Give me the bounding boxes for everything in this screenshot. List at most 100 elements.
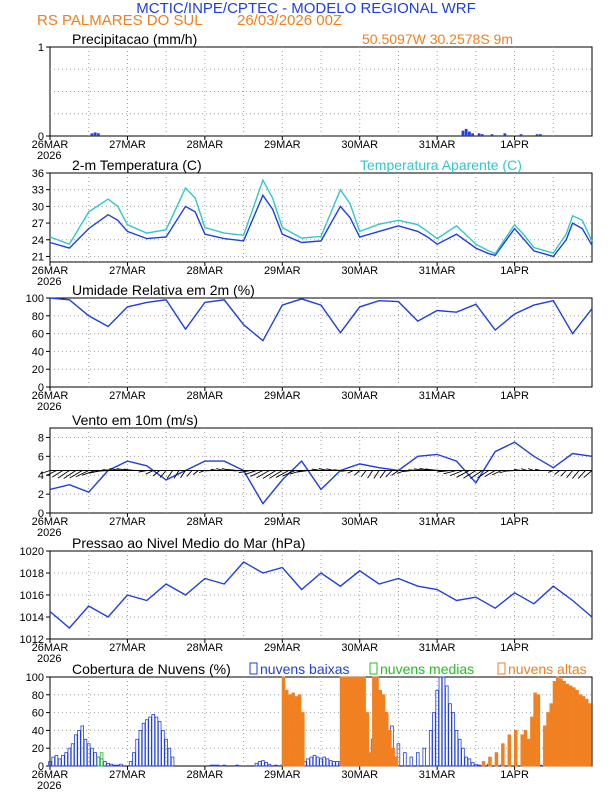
x-tick-label: 30MAR [341,265,378,277]
wind-barb [379,470,386,479]
panel-title: Umidade Relativa em 2m (%) [72,282,255,298]
series-line-cyan [49,178,593,255]
cloud-bar-orange [536,694,541,767]
wind-barb [159,470,167,478]
wind-barb [367,470,373,479]
wind-barb [57,470,70,479]
cloud-bar-orange [578,694,583,767]
cloud-bar-blue [451,712,456,767]
wind-barb [256,470,270,479]
x-year-label: 2026 [37,276,61,288]
wind-barb [51,470,64,478]
cloud-bar-blue [167,747,172,767]
wind-barb [116,468,128,471]
legend-label-green: nuvens medias [380,661,474,677]
precip-bar [468,131,471,136]
cloud-bar-blue [51,756,55,767]
x-year-label: 2026 [37,150,61,162]
y-tick-label: 40 [32,346,44,358]
panel-title: 2-m Temperatura (C) [72,157,202,173]
cloud-bar-blue [325,758,330,767]
cloud-bar-orange [362,676,366,767]
cloud-bar-blue [154,716,159,767]
legend-swatch-green [369,662,378,675]
y-tick-label: 21 [32,251,44,263]
x-tick-label: 31MAR [419,390,456,402]
wind-barb [477,470,490,479]
x-tick-label: 27MAR [109,265,146,277]
wind-barb [244,470,257,476]
x-tick-label: 31MAR [419,139,456,151]
wind-barb [484,470,496,478]
cloud-bar-blue [90,747,94,767]
cloud-bar-orange [575,689,579,767]
x-tick-label: 31MAR [419,769,456,781]
cloud-bar-orange [384,712,389,767]
x-tick-label: 27MAR [109,516,146,528]
cloud-bar-blue [61,754,65,767]
wind-barb [198,470,206,474]
wind-barb [360,470,367,478]
precip-bar [519,134,523,136]
cloud-bar-blue [128,761,133,767]
cloud-bar-orange [546,712,550,767]
wind-barb [583,470,593,478]
cloud-bar-blue [151,713,155,767]
wind-barb [40,470,51,474]
wind-barb [385,470,393,478]
cloud-bar-orange [533,692,537,767]
legend-apparent-temp: Temperatura Aparente (C) [360,157,522,173]
header-date: 26/03/2026 00Z [237,12,342,29]
y-tick-label: 33 [32,185,44,197]
cloud-bar-orange [584,698,589,767]
y-tick-label: 0 [38,131,44,143]
wind-barb [95,470,109,472]
cloud-bar-blue [464,756,468,767]
cloud-bar-blue [209,764,214,767]
header-title: MCTIC/INPE/CPTEC - MODELO REGIONAL WRF [136,0,475,17]
cloud-bar-orange [365,712,370,767]
x-tick-label: 30MAR [341,139,378,151]
cloud-bar-orange [581,696,586,767]
series-line-blue [49,561,593,629]
y-tick-label: 20 [32,743,44,755]
x-tick-label: 1APR [500,390,529,402]
cloud-bar-blue [170,756,175,767]
x-tick-label: 30MAR [341,642,378,654]
y-tick-label: 1014 [20,612,44,624]
cloud-bar-blue [112,764,117,767]
cloud-bar-orange [481,761,486,767]
wind-barb [46,470,57,476]
cloud-bar-orange [346,676,350,767]
x-tick-label: 28MAR [187,642,224,654]
cloud-bar-blue [64,752,68,767]
cloud-bar-blue [435,689,439,767]
cloud-bar-blue [93,752,97,767]
y-tick-label: 8 [38,432,44,444]
cloud-bar-blue [332,761,336,767]
x-tick-label: 30MAR [341,390,378,402]
cloud-bar-blue [441,676,446,767]
cloud-bar-blue [67,747,72,767]
cloud-bar-orange [388,730,392,767]
x-tick-label: 29MAR [264,265,301,277]
cloud-bar-orange [549,703,554,767]
wind-barb [186,470,193,477]
x-tick-label: 29MAR [264,769,301,781]
wind-barb [69,470,83,479]
y-tick-label: 1 [38,42,44,54]
wind-barb [152,470,160,477]
cloud-bar-orange [394,756,399,767]
wind-barb [566,470,573,478]
x-tick-label: 26MAR [32,139,69,151]
wind-barb [109,468,122,471]
wind-barb [470,470,483,479]
cloud-bar-orange [526,738,531,767]
precip-bar [471,133,475,136]
y-tick-label: 1012 [20,634,44,646]
cloud-bar-blue [70,743,75,767]
wind-barb [63,470,77,479]
cloud-bar-blue [106,762,110,767]
cloud-bar-orange [488,756,492,767]
